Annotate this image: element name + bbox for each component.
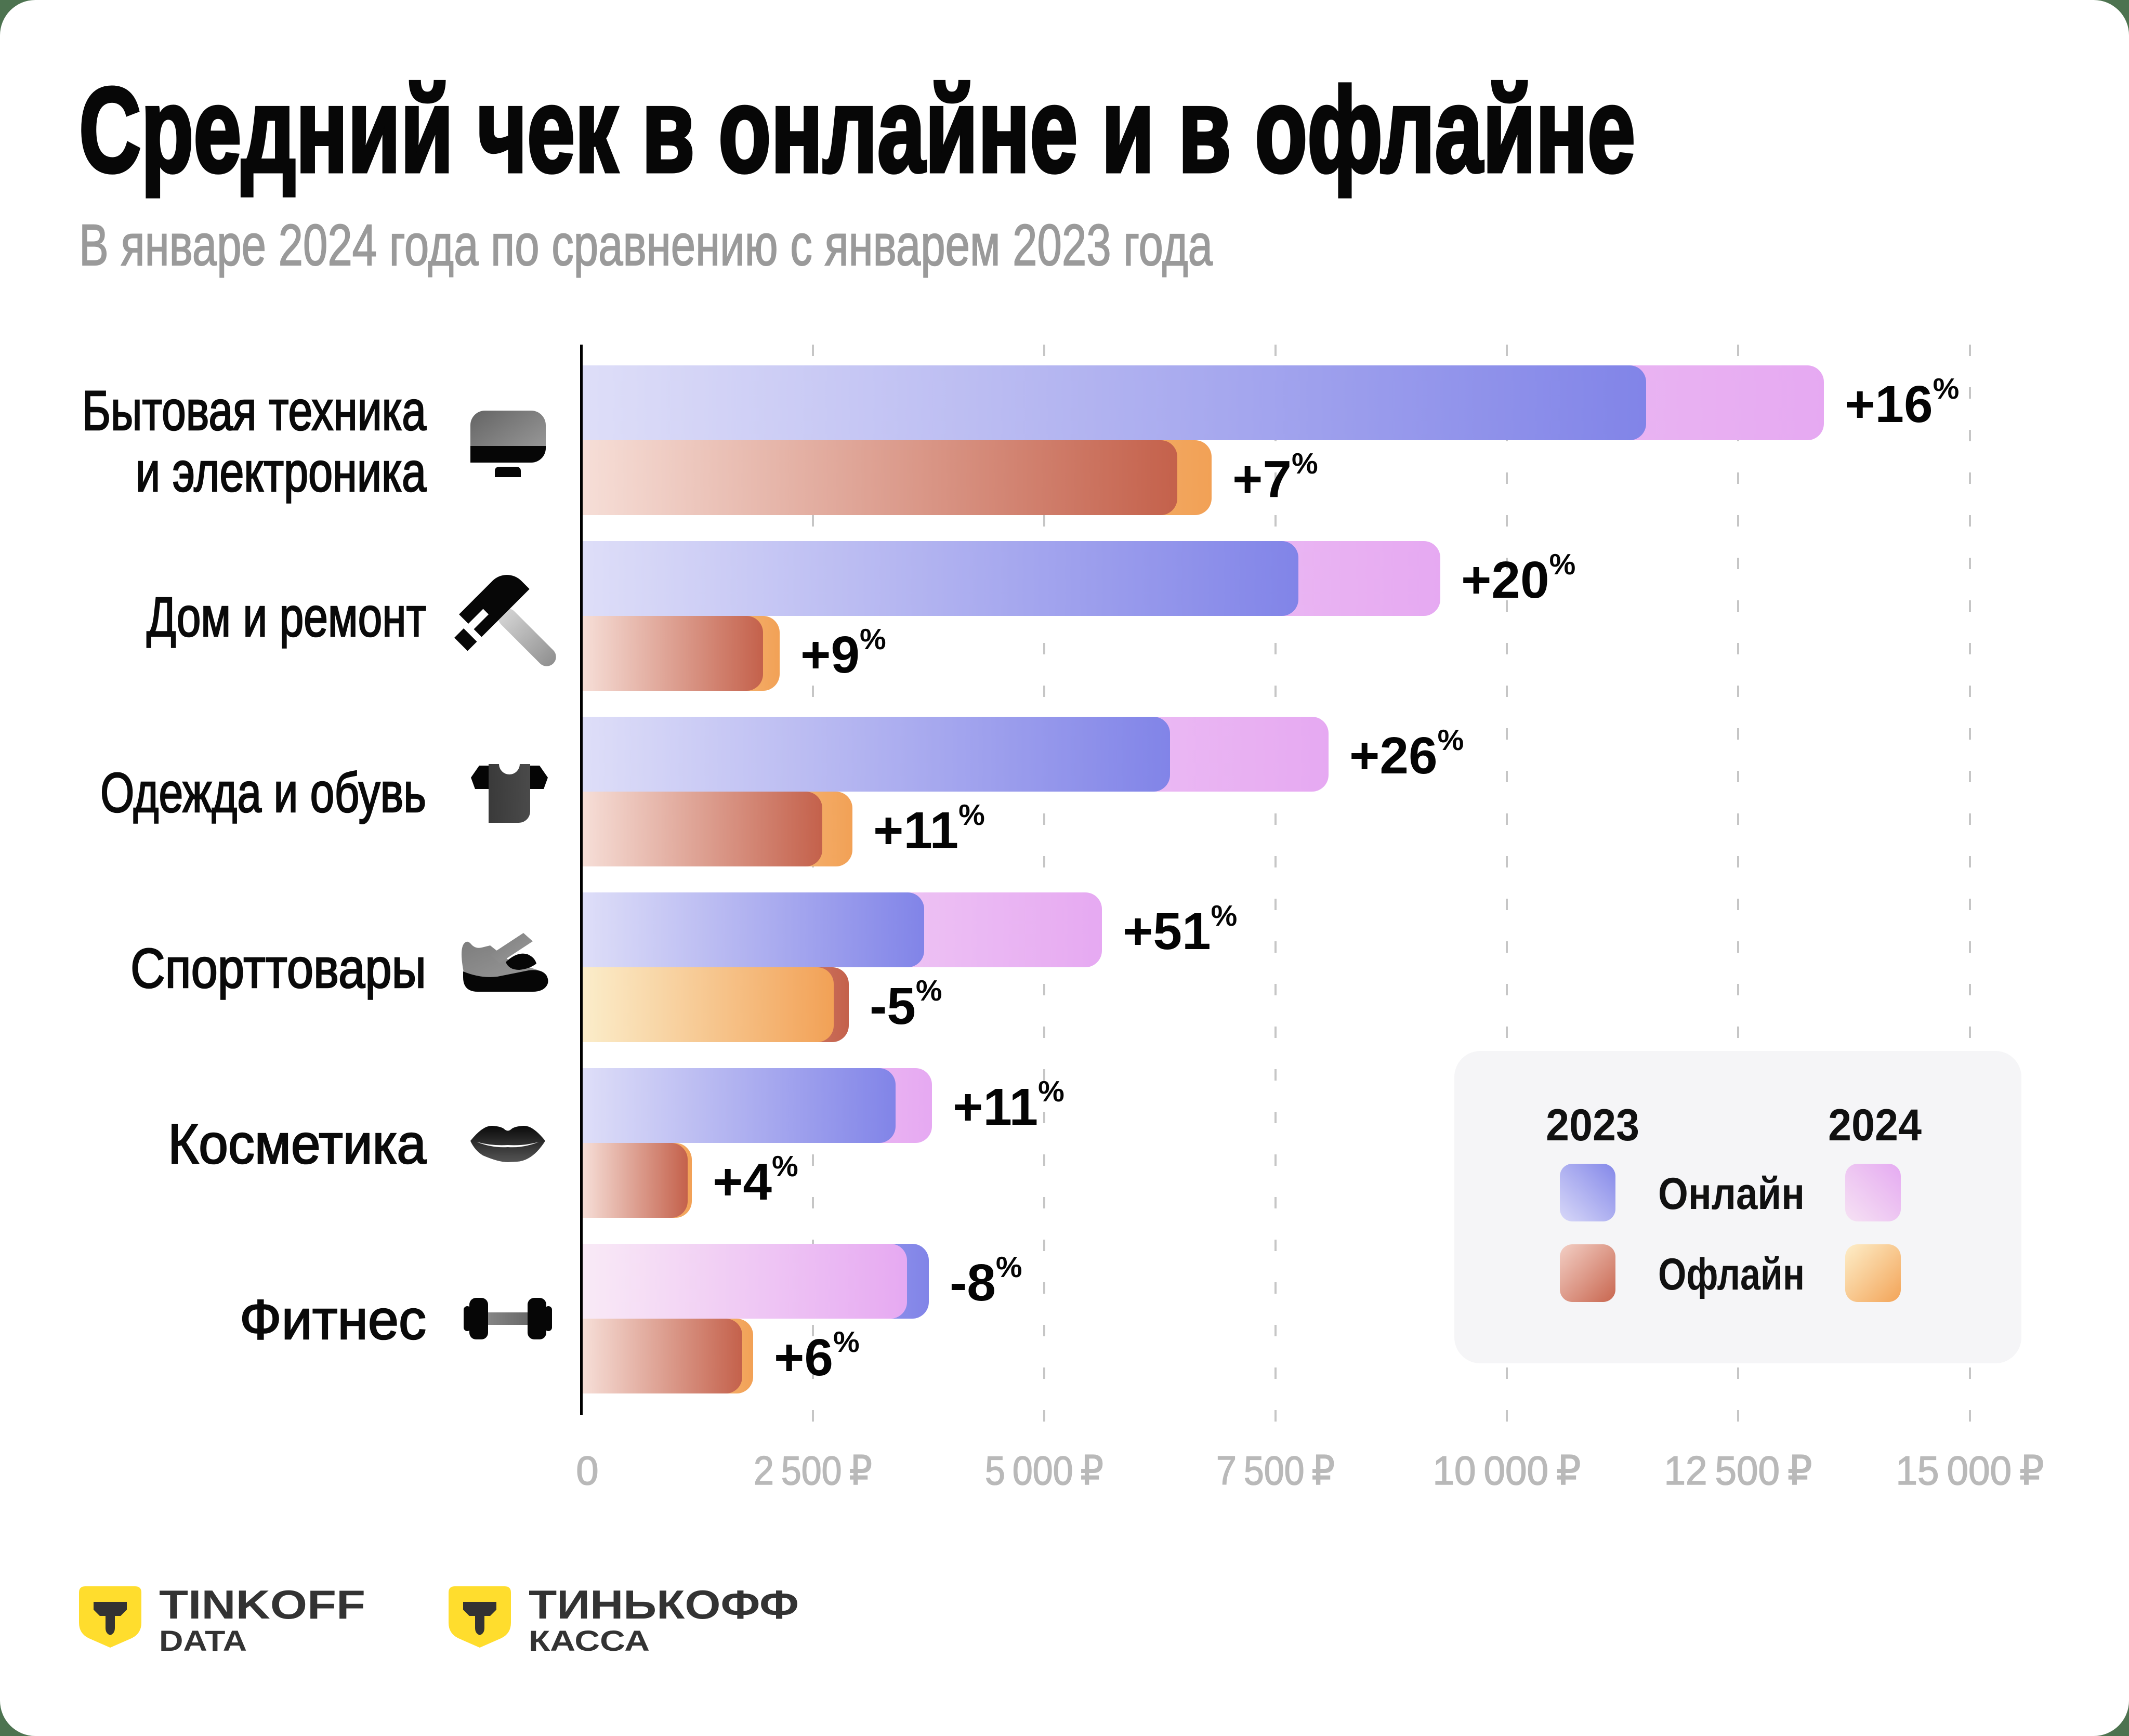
svg-text:Онлайн: Онлайн [1658, 1169, 1805, 1219]
svg-text:0: 0 [576, 1448, 598, 1493]
svg-text:Бытовая техника: Бытовая техника [82, 379, 427, 442]
svg-text:Дом и ремонт: Дом и ремонт [147, 585, 426, 648]
svg-text:2023: 2023 [1546, 1100, 1639, 1150]
svg-text:и электроника: и электроника [136, 440, 427, 503]
svg-text:Спорттовары: Спорттовары [130, 937, 426, 999]
svg-text:15 000 ₽: 15 000 ₽ [1896, 1448, 2044, 1493]
svg-text:7 500 ₽: 7 500 ₽ [1216, 1448, 1335, 1493]
svg-text:10 000 ₽: 10 000 ₽ [1433, 1448, 1581, 1493]
svg-text:-8%: -8% [950, 1251, 1022, 1312]
svg-text:12 500 ₽: 12 500 ₽ [1664, 1448, 1812, 1493]
svg-text:В январе 2024 года по сравнени: В январе 2024 года по сравнению с январе… [79, 213, 1213, 278]
svg-text:Косметика: Косметика [168, 1112, 427, 1175]
svg-text:+16%: +16% [1845, 372, 1959, 433]
svg-text:2024: 2024 [1828, 1100, 1922, 1150]
svg-text:DATA: DATA [159, 1624, 247, 1657]
svg-text:Одежда и обувь: Одежда и обувь [100, 761, 426, 824]
svg-text:+20%: +20% [1461, 548, 1575, 609]
svg-text:ТИНЬКОФФ: ТИНЬКОФФ [529, 1582, 799, 1627]
svg-text:+11%: +11% [873, 798, 985, 860]
svg-text:2 500 ₽: 2 500 ₽ [754, 1448, 872, 1493]
svg-text:TINKOFF: TINKOFF [159, 1582, 365, 1627]
svg-text:Офлайн: Офлайн [1658, 1250, 1805, 1299]
svg-text:Фитнес: Фитнес [240, 1288, 426, 1351]
svg-text:Средний чек в онлайне и в офла: Средний чек в онлайне и в офлайне [79, 63, 1635, 198]
svg-text:КАССА: КАССА [529, 1624, 650, 1657]
svg-text:5 000 ₽: 5 000 ₽ [985, 1448, 1103, 1493]
